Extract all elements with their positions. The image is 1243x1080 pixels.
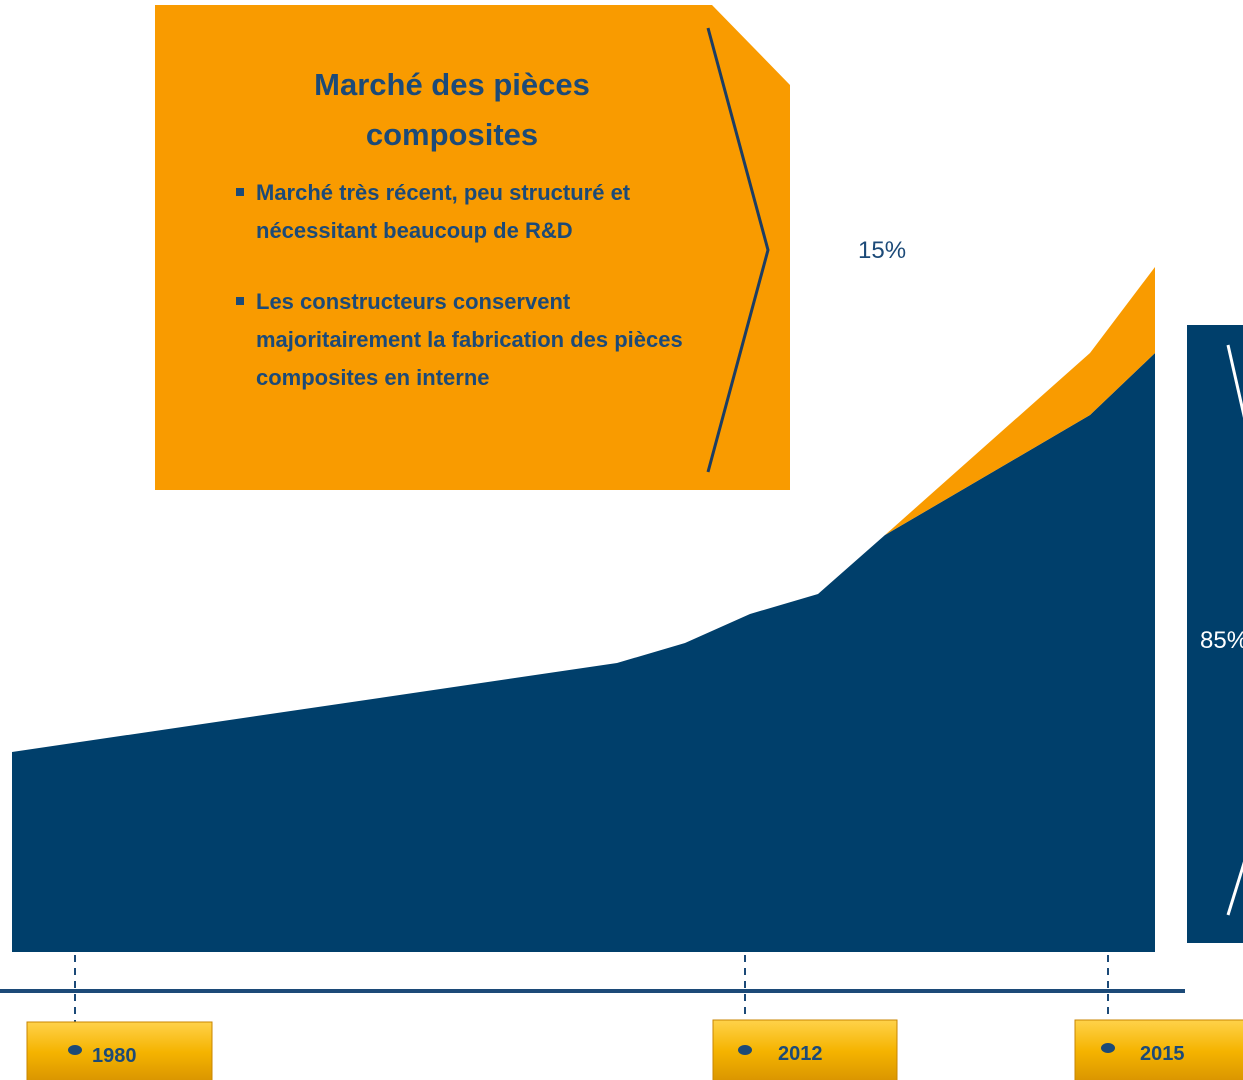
- connectors: [74, 955, 1109, 1048]
- bullet: Marché très récent, peu structuré et néc…: [236, 174, 686, 250]
- share-top: 15%: [858, 237, 906, 264]
- side-chevron: [1226, 861, 1243, 916]
- bullet-list: Marché très récent, peu structuré et néc…: [232, 174, 686, 430]
- year-label: 1980: [92, 1045, 137, 1067]
- dot: [1101, 1043, 1115, 1053]
- year-label: 2012: [778, 1043, 823, 1065]
- chevron: [706, 27, 770, 473]
- box-title: Marché des pièces composites: [314, 67, 590, 152]
- year-box: [26, 1021, 213, 1080]
- share-bottom: 85%: [1200, 627, 1243, 654]
- year-label: 2015: [1140, 1043, 1185, 1065]
- side-chevron: [1226, 344, 1243, 418]
- info-box: [155, 5, 790, 490]
- bullet: Les constructeurs conservent majoritaire…: [236, 283, 686, 397]
- dot: [738, 1045, 752, 1055]
- side-box: [1187, 325, 1243, 943]
- dot: [68, 1045, 82, 1055]
- area-bottom: [12, 353, 1155, 952]
- area-top: [885, 267, 1155, 535]
